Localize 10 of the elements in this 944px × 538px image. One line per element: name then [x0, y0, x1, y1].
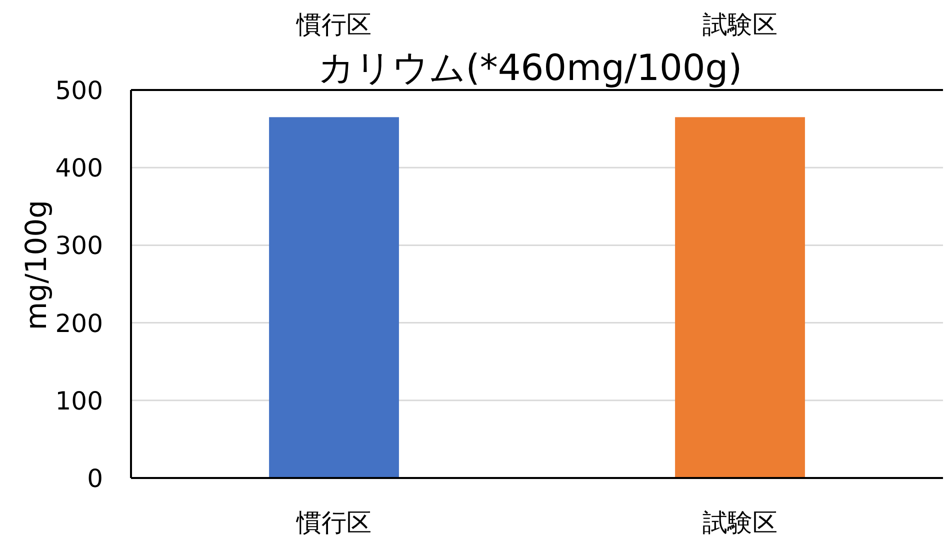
y-tick-label: 500 [55, 76, 103, 105]
y-tick-label: 300 [55, 231, 103, 260]
chart-title: カリウム(*460mg/100g) [318, 48, 742, 89]
y-axis-title: mg/100g [19, 200, 53, 330]
y-tick-label: 200 [55, 308, 103, 338]
y-tick-label: 100 [55, 386, 103, 416]
category-label: 試験区 [702, 10, 778, 39]
category-label: 慣行区 [296, 10, 372, 39]
y-tick-label: 400 [55, 154, 103, 183]
y-tick-label: 0 [87, 464, 103, 493]
